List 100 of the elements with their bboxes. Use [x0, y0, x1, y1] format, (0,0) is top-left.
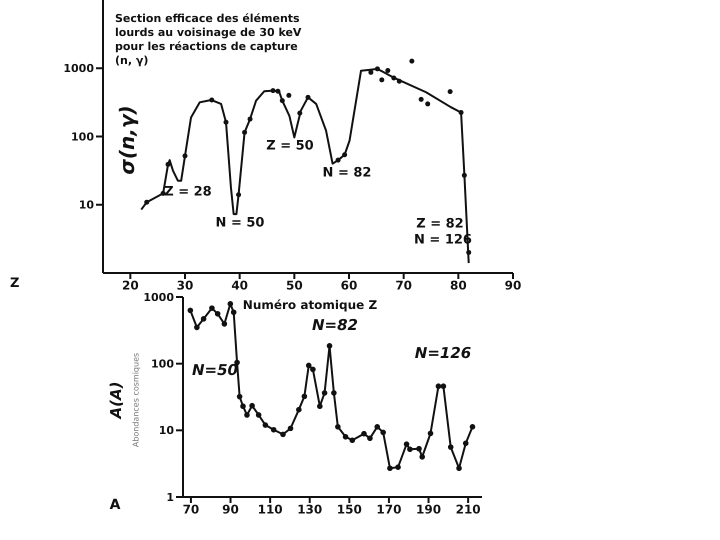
- point: [182, 153, 188, 158]
- annotation: Z = 82: [416, 216, 464, 232]
- annotation: N = 82: [322, 166, 372, 180]
- x-tick-label: 60: [340, 278, 358, 293]
- point: [302, 394, 308, 400]
- text: Section efficace des éléments lourds au voisinage de 30 keV pour les réactions de capture (n, γ): [115, 12, 302, 68]
- point: [297, 110, 302, 116]
- x-tick-label: 20: [122, 278, 139, 293]
- point: [222, 321, 228, 327]
- point: [380, 430, 386, 436]
- point: [404, 441, 410, 447]
- x-tick-label: 110: [258, 502, 283, 517]
- point: [317, 403, 323, 410]
- text: Abondances cosmiques: [132, 352, 140, 448]
- annotation: Z = 50: [266, 138, 314, 154]
- point: [236, 394, 242, 400]
- point: [367, 435, 373, 442]
- point: [270, 88, 276, 94]
- point: [306, 362, 312, 368]
- x-tick-label: 170: [376, 502, 402, 517]
- point: [280, 98, 285, 104]
- y-tick-label: 100: [71, 130, 94, 144]
- point: [280, 432, 286, 438]
- point: [418, 96, 424, 102]
- x-tick-label: 90: [222, 502, 239, 517]
- y-axis-title: A(A): [107, 382, 125, 418]
- point: [428, 430, 434, 436]
- point: [361, 430, 367, 437]
- y-tick-label: 100: [151, 358, 174, 371]
- x-tick-label: 40: [231, 278, 248, 293]
- y-tick-label: 10: [158, 424, 174, 438]
- point: [144, 200, 150, 205]
- point: [236, 192, 242, 198]
- point: [248, 116, 253, 122]
- y-tick-label: 10: [78, 198, 94, 212]
- x-tick-label: 190: [416, 502, 442, 517]
- text: A: [110, 497, 120, 513]
- x-tick-label: 70: [395, 278, 412, 293]
- point: [322, 390, 328, 396]
- point: [262, 422, 268, 428]
- point: [336, 158, 341, 163]
- point: [448, 444, 454, 450]
- x-tick-label: 90: [504, 278, 522, 293]
- point: [374, 424, 380, 430]
- point: [188, 308, 194, 314]
- point: [396, 78, 402, 84]
- point: [425, 101, 430, 106]
- point: [391, 75, 396, 80]
- point: [436, 383, 442, 390]
- point: [387, 465, 393, 472]
- point: [407, 446, 413, 452]
- point: [466, 250, 472, 255]
- point: [230, 309, 236, 316]
- y-tick-label: 1000: [63, 62, 94, 76]
- point: [200, 316, 206, 322]
- point: [458, 110, 464, 115]
- point: [270, 426, 276, 433]
- x-tick-label: 80: [450, 278, 467, 293]
- point: [462, 440, 469, 446]
- point: [194, 324, 200, 330]
- point: [275, 88, 280, 94]
- point: [249, 402, 255, 409]
- point: [342, 434, 348, 440]
- x-tick-label: 70: [182, 502, 200, 517]
- point: [350, 437, 356, 444]
- point: [214, 310, 220, 317]
- x-axis-title: Z: [10, 276, 20, 291]
- x-tick-label: 210: [456, 502, 481, 517]
- point: [209, 305, 215, 311]
- line-series: [140, 68, 470, 264]
- point: [470, 424, 476, 430]
- annotation: N = 50: [216, 216, 264, 230]
- x-tick-label: 150: [336, 502, 362, 517]
- point: [166, 162, 171, 167]
- point: [416, 446, 422, 452]
- point: [342, 152, 348, 158]
- point: [224, 120, 228, 125]
- annotation: N=82: [312, 316, 358, 334]
- annotation: N=126: [414, 344, 472, 362]
- point: [306, 94, 310, 100]
- point: [242, 130, 248, 135]
- point: [379, 77, 384, 82]
- annotation: N=50: [192, 361, 238, 379]
- point: [448, 89, 453, 94]
- point: [310, 366, 316, 372]
- point: [335, 424, 341, 430]
- point: [395, 464, 401, 470]
- point: [462, 172, 467, 178]
- point: [296, 406, 302, 412]
- y-tick-label: 1: [166, 490, 174, 504]
- point: [288, 426, 294, 432]
- point: [240, 403, 246, 410]
- point: [440, 383, 446, 390]
- point: [244, 412, 250, 418]
- x-tick-label: 130: [297, 502, 322, 517]
- point: [256, 412, 262, 418]
- x-tick-label: 30: [176, 278, 194, 293]
- point: [374, 66, 380, 72]
- point: [326, 343, 332, 349]
- y-tick-label: 1000: [143, 290, 174, 304]
